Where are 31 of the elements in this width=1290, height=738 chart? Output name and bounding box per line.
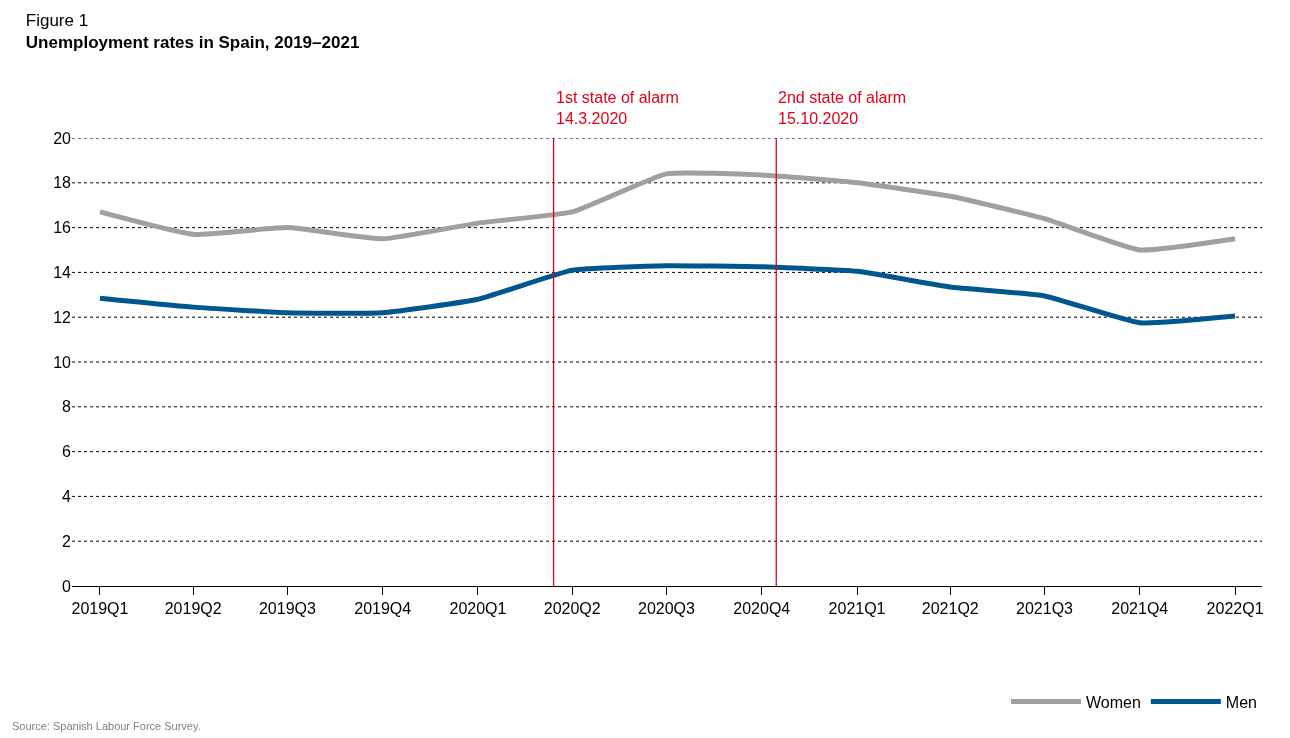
y-tick-label: 20 [53,129,72,147]
legend-label: Men [1225,693,1257,711]
x-tick-label: 2021Q2 [921,600,979,618]
x-tick-label: 2022Q1 [1206,600,1264,618]
legend-label: Women [1086,693,1141,711]
x-tick-label: 2020Q1 [449,600,507,618]
x-tick-label: 2021Q1 [828,600,886,618]
y-tick-label: 0 [62,577,72,595]
x-tick-label: 2019Q4 [354,600,412,618]
x-tick-label: 2020Q3 [638,600,696,618]
source-note: Source: Spanish Labour Force Survey. [12,720,201,732]
ref-line-label: 1st state of alarm 14.3.2020 [556,89,679,127]
x-tick-label: 2020Q4 [733,600,791,618]
y-tick-label: 14 [53,264,72,281]
x-tick-label: 2019Q2 [164,600,222,618]
y-tick-label: 8 [62,398,72,416]
chart-subtitle: Unemployment rates in Spain, 2019–2021 [25,32,360,52]
chart-title: Figure 1 [25,10,89,30]
y-tick-label: 2 [62,532,72,550]
x-tick-label: 2021Q3 [1016,600,1074,618]
x-tick-label: 2021Q4 [1111,600,1169,618]
x-tick-label: 2019Q1 [71,600,129,618]
y-tick-label: 18 [53,174,72,192]
y-tick-label: 12 [53,308,72,326]
ref-line-label: 2nd state of alarm 15.10.2020 [778,89,907,127]
x-tick-label: 2019Q3 [258,600,316,618]
y-tick-label: 6 [62,443,72,461]
y-tick-label: 4 [62,488,72,505]
y-tick-label: 16 [53,219,72,237]
y-tick-label: 10 [53,353,72,371]
x-tick-label: 2020Q2 [543,600,601,618]
